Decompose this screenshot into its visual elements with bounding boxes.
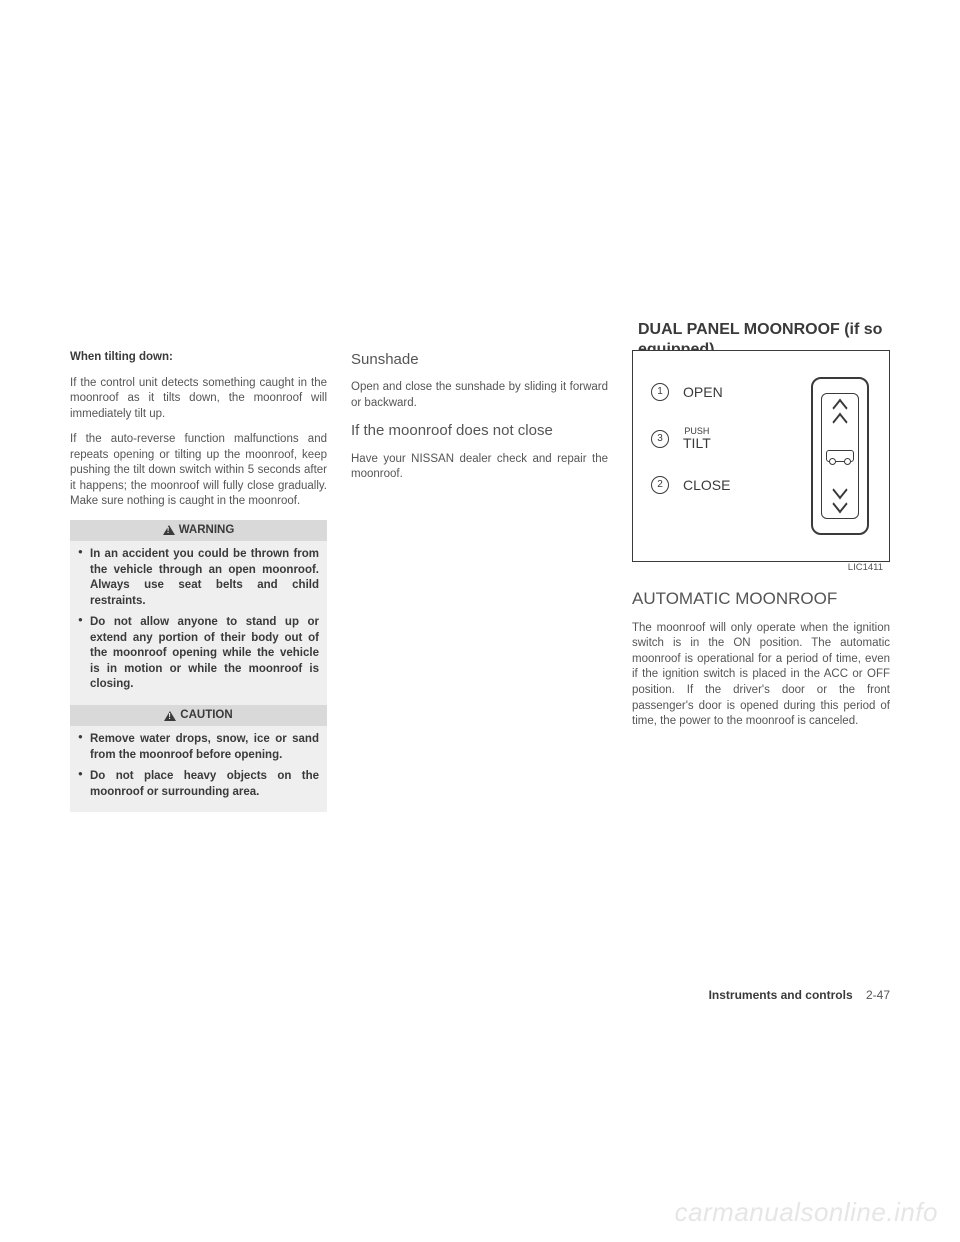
warning-icon [163,525,175,535]
subheading-not-close: If the moonroof does not close [351,421,608,441]
figure-row-tilt: 3 PUSH TILT [651,427,730,450]
callout-number: 3 [651,430,669,448]
callout-label: OPEN [683,385,723,399]
warning-item: In an accident you could be thrown from … [78,547,319,609]
columns: When tilting down: If the control unit d… [70,350,890,812]
caution-header: CAUTION [70,705,327,727]
switch-inner [821,393,859,519]
paragraph: The moonroof will only operate when the … [632,621,890,730]
moonroof-switch-figure: 1 OPEN 3 PUSH TILT 2 CLOSE [632,350,890,562]
watermark: carmanualsonline.info [675,1197,938,1228]
column-right: 1 OPEN 3 PUSH TILT 2 CLOSE [632,350,890,812]
page-content: DUAL PANEL MOONROOF (if so equipped) Whe… [70,350,890,812]
paragraph: Open and close the sunshade by sliding i… [351,380,608,411]
warning-header: WARNING [70,520,327,542]
paragraph: If the auto-reverse function malfunction… [70,432,327,510]
column-left: When tilting down: If the control unit d… [70,350,327,812]
subheading-automatic: AUTOMATIC MOONROOF [632,588,890,611]
caution-body: Remove water drops, snow, ice or sand fr… [70,726,327,812]
page-footer: Instruments and controls 2-47 [709,988,890,1002]
subheading-tilting: When tilting down: [70,350,327,366]
footer-section: Instruments and controls [709,988,853,1002]
chevron-down-icon [834,484,846,510]
paragraph: If the control unit detects something ca… [70,376,327,423]
callout-label: PUSH TILT [683,427,711,450]
column-middle: Sunshade Open and close the sunshade by … [351,350,608,812]
callout-number: 1 [651,383,669,401]
caution-icon [164,711,176,721]
paragraph: Have your NISSAN dealer check and repair… [351,452,608,483]
caution-item: Remove water drops, snow, ice or sand fr… [78,732,319,763]
caution-item: Do not place heavy objects on the moonro… [78,769,319,800]
callout-label: CLOSE [683,478,730,492]
car-icon [826,450,854,462]
subheading-sunshade: Sunshade [351,350,608,370]
figure-code: LIC1411 [848,562,883,575]
tilt-label: TILT [683,435,711,451]
warning-item: Do not allow anyone to stand up or exten… [78,615,319,693]
figure-labels: 1 OPEN 3 PUSH TILT 2 CLOSE [651,383,730,520]
switch-outline [811,377,869,535]
callout-number: 2 [651,476,669,494]
figure-row-open: 1 OPEN [651,383,730,401]
footer-page: 2-47 [866,988,890,1002]
caution-title: CAUTION [180,708,232,724]
figure-row-close: 2 CLOSE [651,476,730,494]
warning-title: WARNING [179,523,235,539]
warning-body: In an accident you could be thrown from … [70,541,327,705]
chevron-up-icon [834,402,846,428]
